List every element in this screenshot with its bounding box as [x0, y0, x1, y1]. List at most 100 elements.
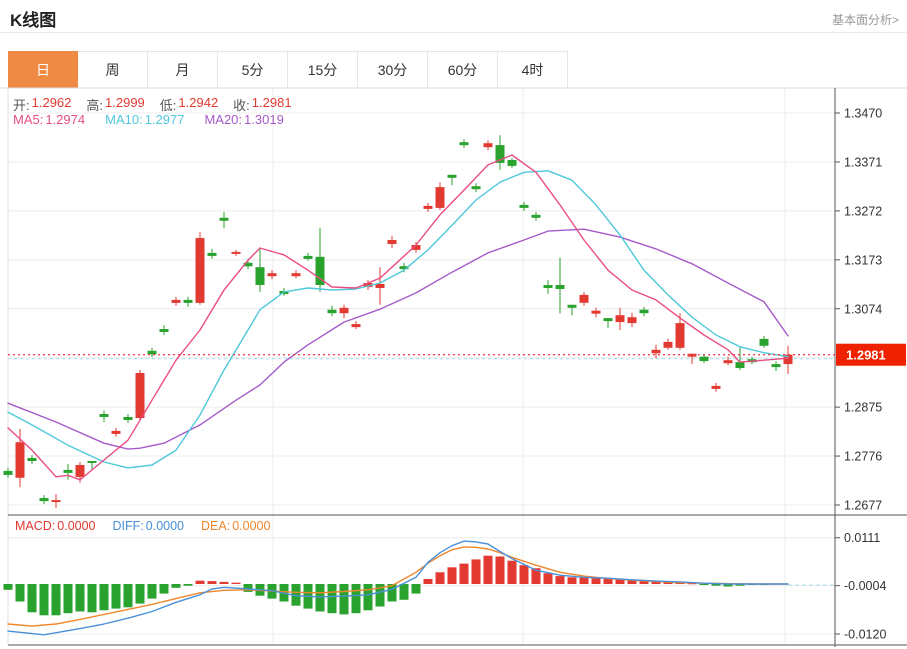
candle-body [711, 385, 721, 389]
dea-label: DEA: [201, 519, 231, 533]
tab-period-5[interactable]: 30分 [358, 51, 428, 88]
candle-body [495, 145, 505, 163]
macd-bar [531, 568, 541, 584]
macd-bar [615, 579, 625, 584]
candle-body [531, 214, 541, 218]
tab-period-2[interactable]: 月 [148, 51, 218, 88]
macd-tick-label: -0.0004 [844, 579, 886, 593]
macd-bar [375, 584, 385, 607]
candle-body [159, 329, 169, 332]
candle-body [543, 285, 553, 288]
candle-body [471, 186, 481, 190]
tab-period-7[interactable]: 4时 [498, 51, 568, 88]
price-tick-label: 1.2875 [844, 401, 882, 415]
candle-body [423, 205, 433, 209]
macd-bar [207, 581, 217, 584]
macd-value: 0.0000 [57, 519, 96, 533]
candle-body [327, 309, 337, 314]
candle-body [51, 500, 61, 503]
candle-body [255, 267, 265, 285]
candle-body [3, 470, 13, 475]
macd-bar [327, 584, 337, 614]
macd-tick-label: -0.0120 [844, 628, 886, 642]
macd-bar [315, 584, 325, 612]
candle-body [435, 187, 445, 208]
macd-bar [543, 573, 553, 584]
tab-period-3[interactable]: 5分 [218, 51, 288, 88]
ma10-value: 1.2977 [144, 112, 185, 127]
period-tabs: 日周月 5分 15分 30分 60分 4时 [8, 51, 568, 88]
ma10-line [7, 170, 789, 469]
tab-period-6[interactable]: 60分 [428, 51, 498, 88]
high-label: 高: [86, 98, 104, 113]
candle-body [459, 142, 469, 146]
tab-period-0[interactable]: 日 [8, 51, 78, 88]
candle-body [351, 324, 361, 328]
candle-body [387, 240, 397, 244]
macd-bar [639, 580, 649, 584]
macd-bar [231, 582, 241, 584]
macd-bar [51, 584, 61, 616]
macd-bar [15, 584, 25, 602]
macd-bar [123, 584, 133, 608]
candle-body [183, 299, 193, 303]
candle-body [315, 256, 325, 285]
candle-body [591, 310, 601, 314]
macd-bar [711, 584, 721, 586]
candle-body [399, 266, 409, 270]
candle-body [483, 143, 493, 148]
macd-bar [363, 584, 373, 611]
macd-bar [63, 584, 73, 614]
macd-bar [687, 583, 697, 585]
price-tick-label: 1.3173 [844, 253, 882, 267]
macd-bar [723, 584, 733, 587]
candle-body [759, 338, 769, 346]
fundamental-analysis-link[interactable]: 基本面分析> [831, 13, 899, 27]
candle-body [27, 458, 37, 461]
candle-body [375, 284, 385, 288]
dea-value: 0.0000 [232, 519, 271, 533]
tab-period-4[interactable]: 15分 [288, 51, 358, 88]
macd-bar [243, 584, 253, 592]
macd-bar [579, 577, 589, 584]
macd-bar [459, 563, 469, 584]
macd-bar [555, 576, 565, 584]
macd-bar [147, 584, 157, 599]
candle-body [639, 309, 649, 314]
candle-body [687, 353, 697, 357]
macd-bar [39, 584, 49, 616]
candle-body [603, 318, 613, 322]
candle-body [699, 356, 709, 362]
candle-body [735, 362, 745, 368]
macd-bar [447, 567, 457, 584]
macd-bar [99, 584, 109, 611]
close-value: 1.2981 [251, 95, 292, 110]
candle-body [783, 354, 793, 365]
candle-body [171, 299, 181, 303]
macd-bar [159, 584, 169, 594]
macd-tick-label: 0.0111 [844, 531, 880, 545]
macd-bar [87, 584, 97, 613]
macd-bar [735, 584, 745, 586]
current-price-badge [836, 343, 906, 366]
price-tick-label: 1.2677 [844, 499, 882, 513]
macd-bar [519, 565, 529, 584]
macd-bar [411, 584, 421, 594]
current-price-badge-label: 1.2981 [846, 348, 886, 363]
page-title: K线图 [10, 11, 57, 30]
close-label: 收: [233, 98, 250, 113]
candle-body [771, 364, 781, 368]
macd-bar [699, 584, 709, 585]
macd-bar [135, 584, 145, 604]
candle-body [195, 238, 205, 303]
diff-line [7, 540, 789, 636]
macd-bar [603, 579, 613, 584]
candle-body [303, 255, 313, 259]
candle-body [555, 285, 565, 289]
candle-body [63, 469, 73, 473]
macd-bar [219, 581, 229, 584]
candle-body [291, 273, 301, 277]
tab-period-1[interactable]: 周 [78, 51, 148, 88]
